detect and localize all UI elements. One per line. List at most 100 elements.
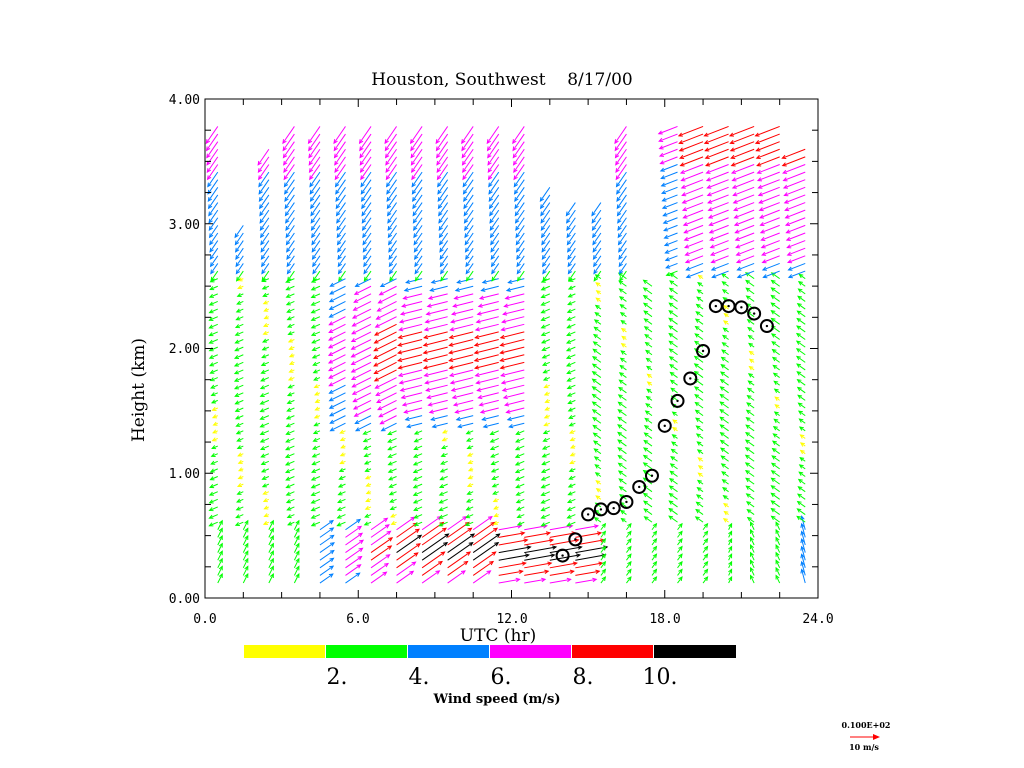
wind-vector xyxy=(234,415,244,420)
wind-vector xyxy=(260,225,270,239)
wind-vector xyxy=(719,401,729,409)
wind-vector xyxy=(618,247,627,260)
wind-vector xyxy=(750,544,755,553)
wind-vector xyxy=(486,133,500,152)
wind-vector xyxy=(498,553,530,561)
wind-vector xyxy=(594,464,602,470)
wind-vector xyxy=(454,285,474,292)
wind-vector xyxy=(210,270,219,282)
wind-vector xyxy=(594,472,602,477)
wind-vector xyxy=(705,171,729,182)
wind-vector xyxy=(593,319,602,325)
wind-vector xyxy=(592,432,602,439)
boundary-layer-marker xyxy=(657,418,672,433)
wind-vector xyxy=(614,133,627,152)
wind-vector xyxy=(310,285,321,291)
wind-vector xyxy=(516,506,525,511)
wind-vector xyxy=(565,346,576,352)
wind-vector xyxy=(618,386,627,394)
wind-vector xyxy=(566,498,576,504)
wind-vector xyxy=(704,141,729,152)
wind-vector xyxy=(398,323,423,332)
wind-vector xyxy=(728,560,733,569)
wind-vector xyxy=(541,255,551,268)
wind-vector xyxy=(542,430,551,435)
wind-vector xyxy=(569,429,576,434)
wind-vector xyxy=(722,334,729,340)
wind-vector xyxy=(334,171,346,188)
wind-vector xyxy=(207,194,219,210)
wind-vector xyxy=(350,354,372,365)
wind-vector xyxy=(386,202,397,217)
wind-vector xyxy=(796,371,806,378)
x-axis-label: UTC (hr) xyxy=(460,626,536,646)
wind-vector xyxy=(463,202,474,217)
wind-vector xyxy=(261,255,270,268)
wind-vector xyxy=(750,559,755,569)
wind-vector xyxy=(677,553,683,561)
wind-vector xyxy=(361,194,372,210)
wind-vector xyxy=(285,476,295,481)
wind-vector xyxy=(747,380,755,386)
wind-vector xyxy=(426,300,448,308)
wind-vector xyxy=(412,453,423,458)
wind-vector xyxy=(217,527,223,538)
wind-vector xyxy=(261,354,270,359)
wind-vector xyxy=(542,263,551,275)
wind-vector xyxy=(542,369,551,374)
wind-vector xyxy=(257,156,270,174)
wind-vector xyxy=(209,369,218,374)
wind-vector xyxy=(310,301,321,306)
wind-vector xyxy=(565,361,576,367)
wind-vector xyxy=(754,133,780,145)
wind-vector xyxy=(593,517,602,523)
wind-vector xyxy=(729,141,755,152)
wind-vector xyxy=(643,310,653,318)
wind-vector xyxy=(430,278,448,284)
wind-vector xyxy=(567,255,576,268)
wind-vector xyxy=(617,470,627,477)
wind-vector xyxy=(566,377,576,382)
wind-vector xyxy=(388,483,397,488)
wind-vector xyxy=(651,522,658,531)
wind-vector xyxy=(682,217,704,227)
wind-vector xyxy=(345,547,364,561)
wind-vector xyxy=(566,209,576,224)
wind-vector xyxy=(782,171,806,182)
wind-vector xyxy=(646,365,653,371)
wind-vector xyxy=(732,186,755,197)
wind-vector xyxy=(516,255,525,268)
wind-vector xyxy=(651,576,658,584)
wind-vector xyxy=(397,354,423,363)
wind-vector xyxy=(702,568,709,576)
wind-vector xyxy=(567,293,576,298)
wind-vector xyxy=(328,293,346,303)
wind-vector xyxy=(242,534,249,546)
wind-vector xyxy=(709,247,729,256)
wind-vector xyxy=(465,506,474,511)
wind-vector xyxy=(387,225,397,239)
wind-vector xyxy=(513,179,525,195)
wind-vector xyxy=(209,247,219,260)
wind-vector xyxy=(235,255,244,268)
wind-vector xyxy=(217,550,223,561)
wind-vector xyxy=(593,270,602,282)
wind-vector xyxy=(663,240,678,247)
wind-vector xyxy=(329,285,346,295)
wind-vector xyxy=(750,574,755,584)
wind-vector xyxy=(670,387,678,394)
wind-vector xyxy=(474,369,499,378)
wind-vector xyxy=(260,232,270,246)
wind-vector xyxy=(414,255,423,268)
wind-vector xyxy=(436,156,449,174)
wind-vector xyxy=(617,431,627,439)
wind-vector xyxy=(396,561,417,576)
wind-vector xyxy=(750,551,755,561)
wind-vector xyxy=(242,550,249,561)
wind-vector xyxy=(375,308,397,320)
wind-vector xyxy=(286,407,295,412)
wind-vector xyxy=(719,408,729,417)
wind-vector xyxy=(207,171,219,188)
wind-vector xyxy=(260,453,270,458)
wind-vector xyxy=(489,445,499,451)
